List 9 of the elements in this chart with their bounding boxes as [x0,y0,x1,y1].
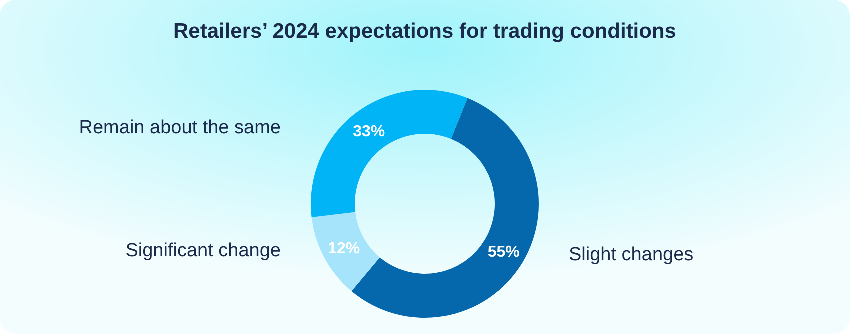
data-label: 12% [328,240,360,258]
slice-label: Significant change [126,240,281,262]
data-label: 55% [488,244,520,261]
slice-label: Slight changes [569,244,694,266]
donut-slice [312,212,380,292]
donut-slice [311,90,468,218]
slice-label: Remain about the same [79,118,281,139]
chart-title: Retailers’ 2024 expectations for trading conditions [174,20,676,43]
data-label: 33% [353,124,386,141]
